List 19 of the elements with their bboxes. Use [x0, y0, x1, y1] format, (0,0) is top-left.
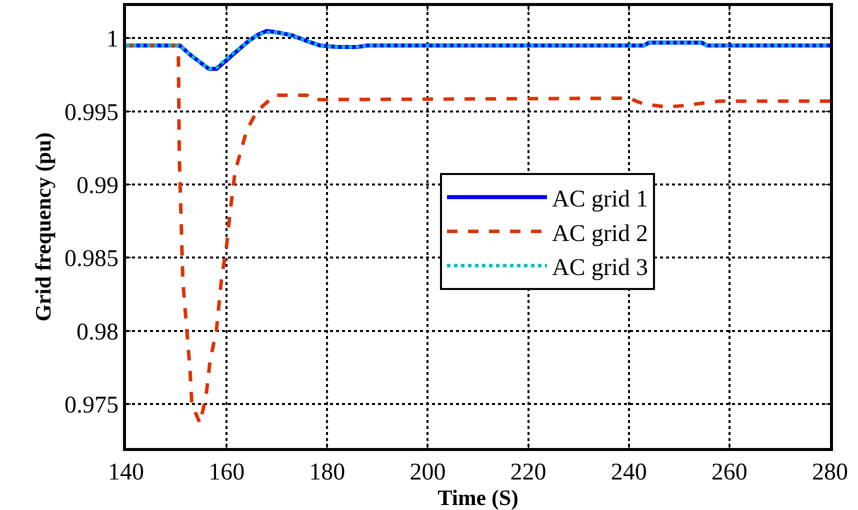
x-tick-label: 260: [711, 460, 748, 486]
y-tick-label: 1: [106, 26, 118, 53]
y-axis-title: Grid frequency (pu): [30, 132, 56, 322]
x-tick-label: 140: [108, 460, 144, 486]
x-tick-label: 240: [610, 460, 647, 486]
y-tick-label: 0.99: [76, 172, 118, 199]
x-axis-title: Time (S): [438, 485, 518, 510]
x-tick-label: 160: [208, 460, 245, 486]
legend-label: AC grid 3: [552, 254, 648, 281]
y-tick-label: 0.98: [76, 319, 118, 346]
y-tick-label: 0.995: [64, 100, 118, 126]
x-tick-label: 200: [410, 460, 446, 486]
y-tick-label: 0.975: [64, 392, 118, 418]
legend-label: AC grid 1: [552, 186, 648, 213]
x-tick-label: 180: [309, 460, 346, 486]
x-tick-label: 280: [812, 460, 848, 486]
x-tick-label: 220: [510, 460, 546, 486]
legend-label: AC grid 2: [552, 220, 648, 247]
y-tick-label: 0.985: [64, 246, 118, 272]
